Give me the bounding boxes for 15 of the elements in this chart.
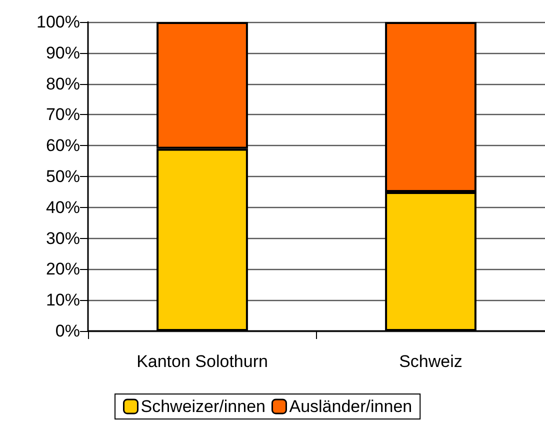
y-tick-label: 100% xyxy=(36,12,80,32)
y-tick-label: 0% xyxy=(55,322,80,340)
y-tick-label: 80% xyxy=(46,74,80,94)
legend-label: Ausländer/innen xyxy=(289,397,412,416)
y-tick-label: 90% xyxy=(46,43,80,62)
y-tick-label: 30% xyxy=(46,228,80,248)
y-tick-label: 10% xyxy=(46,290,80,310)
y-tick-label: 60% xyxy=(46,136,80,156)
x-tick-label: Kanton Solothurn xyxy=(136,352,268,371)
y-tick-label: 70% xyxy=(46,105,80,124)
legend-label: Schweizer/innen xyxy=(140,397,266,416)
y-tick-label: 50% xyxy=(46,167,80,186)
y-tick-label: 40% xyxy=(46,198,80,217)
y-tick-label: 20% xyxy=(46,260,80,279)
x-tick-label: Schweiz xyxy=(399,352,462,371)
